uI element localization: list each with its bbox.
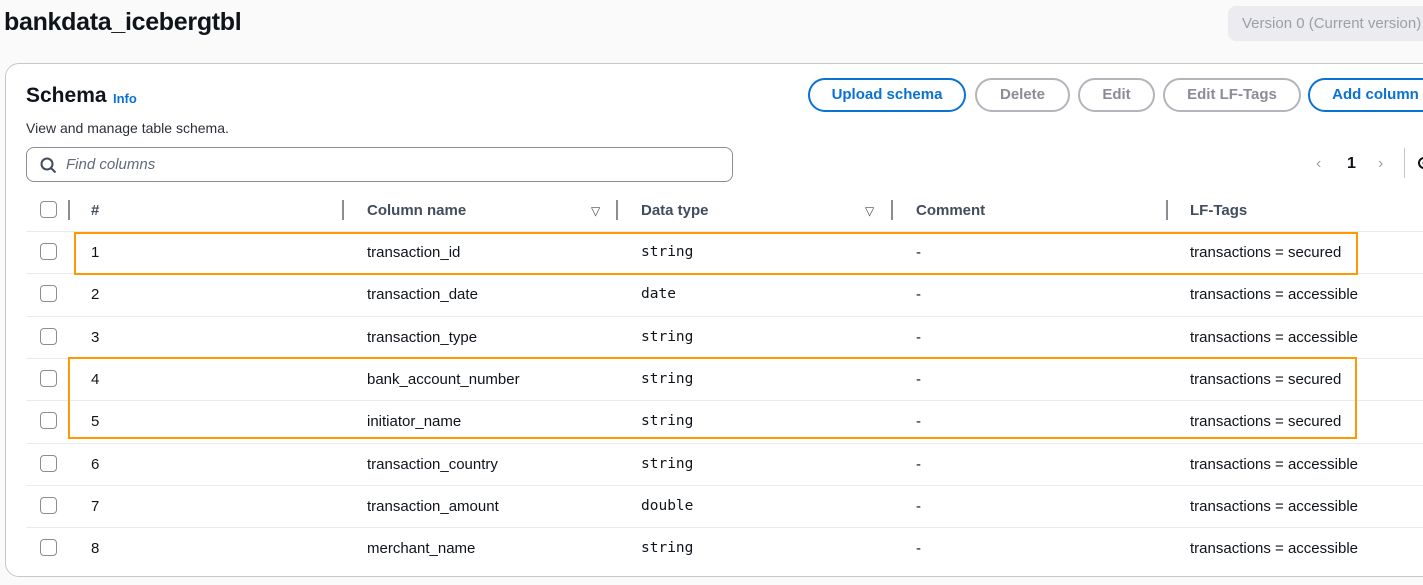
column-name: bank_account_number [367, 370, 520, 388]
column-name: initiator_name [367, 413, 462, 431]
info-link[interactable]: Info [113, 91, 137, 106]
row-checkbox[interactable] [40, 412, 57, 430]
row-checkbox[interactable] [40, 369, 57, 387]
table-row [26, 442, 1423, 485]
comment: - [916, 540, 921, 558]
row-checkbox[interactable] [40, 243, 57, 260]
page-title: bankdata_icebergtbl [4, 8, 242, 36]
comment: - [916, 413, 921, 431]
column-divider[interactable] [68, 200, 70, 220]
search-icon [40, 157, 57, 174]
pager-divider [1404, 148, 1405, 178]
lf-tag: transactions = secured [1190, 244, 1342, 261]
header-lf-tags: LF-Tags [1190, 202, 1248, 219]
comment: - [916, 328, 921, 346]
table-row [26, 484, 1423, 527]
column-divider[interactable] [1166, 200, 1168, 220]
edit-button[interactable]: Edit [1078, 78, 1155, 112]
comment: - [916, 497, 921, 515]
row-number: 1 [91, 244, 100, 261]
data-type: string [641, 455, 694, 472]
data-type: string [641, 244, 694, 260]
table-row [26, 315, 1423, 358]
upload-schema-button[interactable]: Upload schema [808, 78, 966, 112]
data-type: string [641, 328, 694, 345]
column-name: transaction_country [367, 455, 498, 473]
row-number: 3 [91, 328, 100, 346]
version-select[interactable]: Version 0 (Current version) [1228, 6, 1423, 41]
row-checkbox[interactable] [40, 285, 57, 303]
comment: - [916, 370, 921, 388]
row-checkbox[interactable] [40, 454, 57, 472]
row-number: 2 [91, 286, 100, 304]
table-row [26, 400, 1423, 442]
comment: - [916, 244, 921, 261]
lf-tag: transactions = accessible [1190, 328, 1359, 346]
table-row [26, 231, 1423, 273]
data-type: string [641, 540, 694, 557]
row-number: 4 [91, 370, 100, 388]
row-checkbox[interactable] [40, 539, 57, 557]
schema-panel [5, 63, 1423, 577]
lf-tag: transactions = secured [1190, 413, 1342, 431]
column-name: transaction_amount [367, 497, 499, 515]
column-name: merchant_name [367, 540, 476, 558]
find-columns-search[interactable] [26, 147, 733, 182]
header-data-type[interactable]: Data type [641, 202, 709, 219]
select-all-checkbox[interactable] [40, 201, 57, 218]
schema-description: View and manage table schema. [26, 120, 229, 136]
column-divider[interactable] [891, 200, 893, 220]
header-comment: Comment [916, 202, 986, 219]
table-row [26, 527, 1423, 569]
column-name: transaction_type [367, 328, 478, 346]
row-number: 5 [91, 413, 100, 431]
add-column-button[interactable]: Add column [1308, 78, 1423, 112]
lf-tag: transactions = accessible [1190, 497, 1359, 515]
delete-button[interactable]: Delete [975, 78, 1070, 112]
header-number: # [91, 202, 100, 219]
header-column-name[interactable]: Column name [367, 202, 467, 219]
next-page-icon[interactable]: › [1378, 155, 1384, 172]
lf-tag: transactions = secured [1190, 370, 1342, 388]
row-checkbox[interactable] [40, 496, 57, 514]
sort-caret-down-icon[interactable]: ▽ [591, 204, 601, 218]
column-divider[interactable] [616, 200, 618, 220]
schema-heading: Schema [26, 84, 107, 107]
search-input[interactable] [66, 156, 666, 173]
lf-tag: transactions = accessible [1190, 540, 1359, 558]
lf-tag: transactions = accessible [1190, 286, 1359, 304]
sort-caret-down-icon[interactable]: ▽ [865, 204, 875, 218]
prev-page-icon[interactable]: ‹ [1316, 155, 1322, 172]
row-number: 8 [91, 540, 100, 558]
settings-gear-icon[interactable] [1416, 155, 1423, 171]
data-type: string [641, 413, 694, 430]
row-number: 6 [91, 455, 100, 473]
column-name: transaction_id [367, 244, 461, 261]
row-checkbox[interactable] [40, 327, 57, 345]
column-divider[interactable] [342, 200, 344, 220]
data-type: date [641, 286, 676, 303]
data-type: string [641, 370, 694, 387]
page-1[interactable]: 1 [1347, 155, 1356, 172]
row-number: 7 [91, 497, 100, 515]
edit-lf-tags-button[interactable]: Edit LF-Tags [1163, 78, 1301, 112]
comment: - [916, 455, 921, 473]
lf-tag: transactions = accessible [1190, 455, 1359, 473]
comment: - [916, 286, 921, 304]
column-name: transaction_date [367, 286, 478, 304]
data-type: double [641, 497, 694, 514]
